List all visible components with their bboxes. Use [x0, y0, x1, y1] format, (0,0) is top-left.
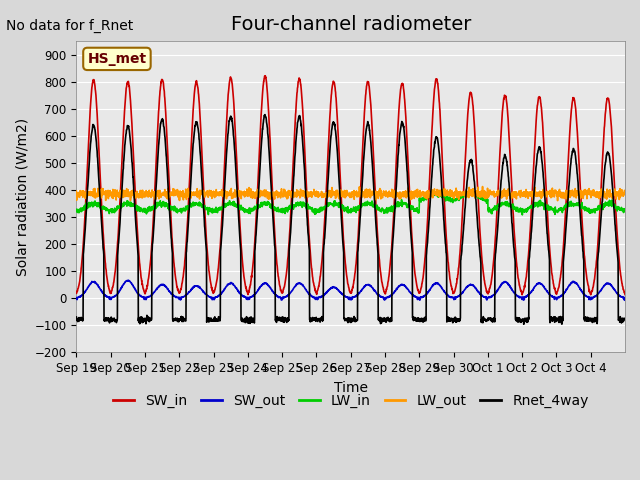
Title: Four-channel radiometer: Four-channel radiometer — [230, 15, 471, 34]
Text: No data for f_Rnet: No data for f_Rnet — [6, 19, 134, 33]
SW_in — [246, 285, 253, 290]
LW_in — [518, 212, 526, 218]
LW_in — [516, 209, 524, 215]
LW_out — [614, 189, 621, 195]
SW_in — [384, 281, 392, 287]
Rnet_4way — [127, 146, 135, 152]
SW_out — [621, 297, 629, 303]
LW_out — [479, 184, 486, 190]
SW_in — [621, 292, 629, 298]
LW_in — [621, 208, 629, 214]
SW_out — [547, 292, 555, 298]
LW_in — [547, 204, 555, 210]
LW_out — [72, 188, 80, 194]
LW_in — [383, 210, 391, 216]
LW_in — [72, 206, 80, 212]
SW_out — [384, 294, 392, 300]
Legend: SW_in, SW_out, LW_in, LW_out, Rnet_4way: SW_in, SW_out, LW_in, LW_out, Rnet_4way — [107, 388, 594, 414]
LW_out — [383, 191, 391, 196]
SW_in — [547, 261, 555, 267]
SW_out — [127, 280, 135, 286]
Rnet_4way — [72, 314, 80, 320]
SW_in — [127, 108, 135, 114]
Rnet_4way — [614, 253, 621, 259]
Rnet_4way — [621, 317, 629, 323]
SW_out — [614, 290, 621, 296]
LW_in — [246, 205, 253, 211]
LW_out — [554, 198, 561, 204]
SW_out — [516, 294, 524, 300]
SW_out — [72, 295, 80, 300]
SW_out — [125, 277, 132, 283]
X-axis label: Time: Time — [333, 381, 368, 395]
SW_in — [614, 238, 621, 243]
Line: Rnet_4way: Rnet_4way — [76, 115, 625, 324]
LW_in — [127, 203, 135, 208]
LW_out — [246, 192, 253, 198]
SW_in — [516, 285, 524, 290]
Rnet_4way — [520, 322, 527, 327]
Rnet_4way — [261, 112, 269, 118]
Line: LW_out: LW_out — [76, 187, 625, 201]
LW_out — [127, 190, 135, 195]
Text: HS_met: HS_met — [88, 52, 147, 66]
SW_in — [262, 73, 269, 79]
SW_in — [587, 292, 595, 298]
LW_out — [547, 195, 555, 201]
Rnet_4way — [547, 315, 555, 321]
SW_out — [246, 294, 253, 300]
Rnet_4way — [246, 318, 253, 324]
LW_in — [614, 206, 621, 212]
LW_out — [516, 190, 524, 196]
Line: LW_in: LW_in — [76, 191, 625, 215]
Line: SW_in: SW_in — [76, 76, 625, 295]
Rnet_4way — [384, 318, 392, 324]
LW_out — [621, 190, 629, 195]
SW_in — [72, 290, 80, 296]
Rnet_4way — [516, 317, 524, 323]
LW_in — [467, 188, 475, 193]
Y-axis label: Solar radiation (W/m2): Solar radiation (W/m2) — [15, 118, 29, 276]
Line: SW_out: SW_out — [76, 280, 625, 300]
